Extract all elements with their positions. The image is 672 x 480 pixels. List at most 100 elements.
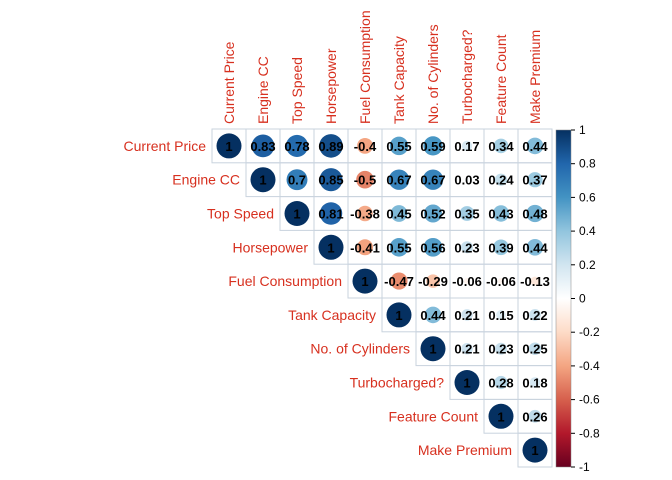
correlation-circle [423,204,443,223]
correlation-value: 1 [531,443,538,458]
correlation-circle [493,138,509,154]
correlation-circle [286,169,308,191]
correlation-circle [216,133,242,159]
correlation-circle [389,238,409,257]
correlation-circle [461,309,473,321]
correlation-value: 0.34 [488,139,514,154]
correlation-value: 0.21 [454,308,479,323]
correlation-circle [423,136,443,156]
correlation-value: 0.23 [488,342,513,357]
correlation-circle [352,268,378,294]
correlation-value: 0.67 [386,173,411,188]
correlation-circle [357,205,373,222]
correlation-circle [497,278,505,285]
column-labels: Current Price Engine CC Top Speed Horsepowe… [221,10,543,124]
correlation-circle [420,336,446,362]
row-label: Engine CC [172,172,240,188]
correlation-circle [494,173,508,186]
correlation-circle [526,204,544,223]
column-label: Turbocharged? [459,29,475,124]
row-label: Make Premium [418,442,512,458]
legend-tick-label: -1 [579,460,590,474]
correlation-value: 1 [327,240,334,255]
correlation-value: 0.44 [522,139,548,154]
correlation-value: -0.13 [520,274,550,289]
correlation-value: 1 [259,173,266,188]
row-label: No. of Cylinders [310,341,410,357]
cell-border [517,432,553,468]
color-legend-ticks: 1 0.8 0.6 0.4 0.2 0 -0.2 -0.4 -0.6 -0.8 -1 [571,123,600,474]
correlation-value: 0.59 [420,139,445,154]
legend-tick-label: -0.4 [579,359,600,373]
column-label: Tank Capacity [391,36,407,124]
correlation-circle [529,309,541,321]
correlation-value: 0.44 [420,308,446,323]
correlation-circle [461,342,473,355]
correlation-value: 0.28 [488,376,513,391]
correlation-circle [528,342,542,355]
correlation-value: 0.55 [386,240,411,255]
correlation-value: 0.21 [454,342,479,357]
correlation-value: 0.45 [386,207,411,222]
correlation-value: 0.17 [454,139,479,154]
legend-tick-label: 0 [579,292,586,306]
correlation-circle [461,140,473,152]
column-label: Horsepower [323,48,339,124]
correlation-value: 0.35 [454,207,479,222]
correlation-value: 0.48 [522,207,547,222]
correlation-circle [461,241,473,254]
correlation-circle [285,134,309,157]
correlation-value: 0.78 [284,139,309,154]
correlation-value: 0.83 [250,139,275,154]
column-label: Make Premium [527,30,543,124]
correlation-circle [527,172,543,188]
correlation-circle [492,205,510,222]
column-label: Fuel Consumption [357,10,373,124]
correlation-circle [356,170,374,189]
correlation-value: 1 [429,342,436,357]
correlation-circle [526,137,544,155]
correlation-value: 0.7 [288,173,306,188]
column-label: Top Speed [289,57,305,124]
row-label: Current Price [124,138,207,154]
correlation-value: 0.18 [522,376,547,391]
correlation-circle [386,302,412,328]
correlation-value: 1 [361,274,368,289]
correlation-circle [522,437,548,463]
correlation-value: 0.55 [386,139,411,154]
legend-tick-label: 1 [579,123,586,137]
correlation-value: 1 [293,207,300,222]
correlation-circle [528,409,542,423]
correlation-circle [390,272,408,290]
correlation-value: 0.81 [318,207,343,222]
correlation-value: 0.37 [522,173,547,188]
correlation-circle [284,201,310,226]
correlation-circle [388,169,410,190]
correlation-circle [530,276,540,286]
correlation-circle [529,377,541,388]
correlation-value: 1 [463,376,470,391]
correlation-circle [356,239,374,256]
correlation-value: -0.29 [418,274,448,289]
correlation-value: 0.23 [454,240,479,255]
correlation-circle [495,342,507,355]
column-label: No. of Cylinders [425,24,441,124]
correlation-value: 1 [225,139,232,154]
correlation-circle [526,239,544,256]
correlation-value: 0.52 [420,207,445,222]
correlation-circle [357,137,373,154]
correlation-value: 0.44 [522,240,548,255]
legend-tick-label: -0.2 [579,325,600,339]
correlation-circle [319,134,343,158]
correlation-circle [493,239,509,256]
correlation-value: 1 [497,409,504,424]
correlation-circle [424,306,442,324]
correlation-circle [464,177,470,182]
correlation-value: 0.89 [318,139,343,154]
column-label: Current Price [221,41,237,124]
correlation-circle [423,237,443,257]
correlation-value: 0.03 [454,173,479,188]
row-label: Feature Count [389,408,479,424]
correlation-value: 1 [395,308,402,323]
